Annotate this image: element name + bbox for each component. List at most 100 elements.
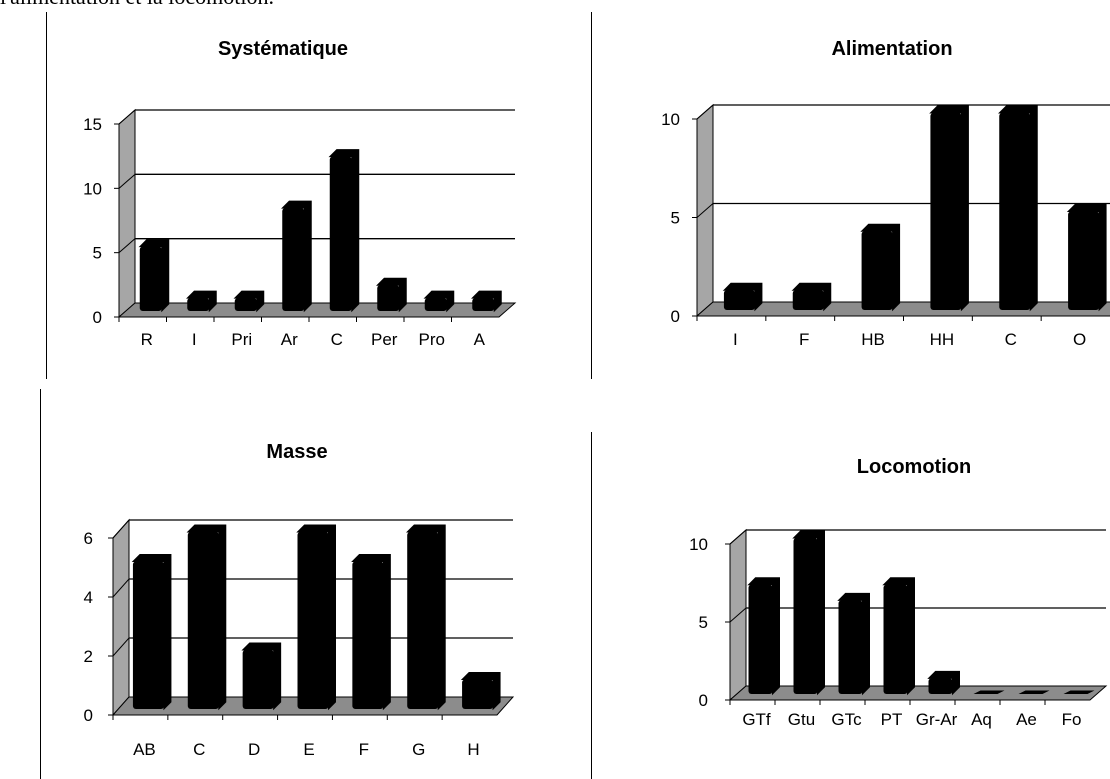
x-tick-label: I: [733, 330, 738, 349]
bar: [139, 246, 162, 311]
bar-side: [998, 105, 1038, 312]
bar: [1068, 211, 1100, 310]
bar-side: [1066, 204, 1107, 312]
bar: [187, 298, 210, 311]
y-tick-label: 10: [661, 110, 680, 129]
bar: [861, 231, 893, 310]
chart-title: Locomotion: [857, 456, 971, 478]
center-divider-top: [591, 12, 592, 379]
bar: [352, 561, 384, 709]
gridline-wall: [696, 203, 714, 218]
gridline-wall: [118, 109, 136, 125]
bar-side: [722, 282, 763, 312]
bar-side: [376, 277, 407, 313]
y-tick-label: 0: [671, 307, 680, 326]
bar-side: [860, 223, 901, 312]
gridline-wall: [112, 578, 130, 598]
bar: [377, 285, 400, 311]
bar-side: [233, 290, 265, 313]
left-divider-top: [46, 12, 47, 379]
x-tick-label: Fo: [1062, 710, 1082, 729]
bar: [1018, 690, 1050, 694]
bar-side: [406, 524, 446, 711]
bar: [930, 113, 962, 310]
bar-side: [929, 105, 969, 312]
bar: [234, 298, 257, 311]
bar: [424, 298, 447, 311]
x-tick-label: F: [359, 740, 369, 759]
bar: [187, 532, 219, 709]
y-tick-label: 5: [699, 613, 708, 632]
bar: [472, 298, 495, 311]
chart-systematique: Systématique 0 5 10 15 R I Pri Ar C Per Pro A: [0, 0, 560, 390]
x-tick-label: D: [248, 740, 260, 759]
x-tick-label: Aq: [971, 710, 992, 729]
y-tick-label: 5: [93, 244, 102, 263]
gridline-wall: [729, 529, 747, 545]
bar: [282, 208, 305, 311]
bar-side: [471, 290, 502, 313]
y-tick-label: 5: [671, 209, 680, 228]
bar: [1063, 690, 1095, 694]
gridline-wall: [118, 173, 136, 189]
floor: [728, 685, 1108, 701]
bar: [407, 532, 439, 709]
chart-masse-svg: Masse 0 2 4 6 AB C D E F G H: [84, 441, 515, 759]
bar: [792, 290, 824, 310]
y-tick-label: 10: [689, 535, 708, 554]
chart-title: Alimentation: [831, 38, 952, 60]
x-tick-label: Gtu: [788, 710, 815, 729]
bar: [999, 113, 1031, 310]
bar-side: [791, 282, 832, 312]
y-tick-label: 6: [84, 529, 93, 548]
page-caption: l'alimentation et la locomotion.: [0, 0, 274, 10]
x-tick-label: Pro: [419, 330, 445, 349]
bar: [242, 650, 274, 709]
x-tick-label: R: [141, 330, 153, 349]
y-tick-label: 0: [84, 706, 93, 725]
center-divider-bottom: [591, 432, 592, 779]
x-tick-label: Per: [371, 330, 398, 349]
bar: [748, 584, 773, 694]
bar-side: [747, 577, 780, 696]
bar: [793, 538, 818, 694]
bar: [723, 290, 755, 310]
x-tick-label: AB: [133, 740, 156, 759]
gridline-wall: [696, 104, 714, 120]
left-divider-bottom: [40, 389, 41, 779]
bar-side: [186, 290, 217, 313]
x-tick-label: G: [412, 740, 425, 759]
x-tick-label: E: [303, 740, 314, 759]
x-tick-label: Ae: [1016, 710, 1037, 729]
gridline-wall: [112, 637, 130, 657]
bar-side: [792, 530, 825, 696]
bar-side: [351, 554, 391, 711]
bar: [462, 679, 494, 709]
bar-side: [186, 524, 227, 711]
chart-alimentation: Alimentation 0 5 10 I F HB HH C O: [661, 38, 1110, 349]
gridline-wall: [118, 238, 136, 254]
bar: [883, 584, 908, 694]
bar: [132, 561, 164, 709]
chart-alimentation-svg: Alimentation 0 5 10 I F HB HH C O: [661, 38, 1110, 349]
bar-side: [131, 554, 172, 711]
x-tick-label: F: [799, 330, 809, 349]
y-tick-label: 2: [84, 647, 93, 666]
bar-side: [241, 642, 282, 711]
x-tick-label: A: [474, 330, 486, 349]
y-tick-label: 0: [93, 308, 102, 327]
bar: [329, 156, 352, 311]
chart-title: Masse: [266, 441, 327, 463]
y-tick-label: 15: [83, 115, 102, 134]
chart-systematique-svg: Systématique 0 5 10 15 R I Pri Ar C Per Pro A: [83, 38, 517, 349]
x-tick-label: O: [1073, 330, 1086, 349]
bar-side: [328, 149, 360, 313]
bar: [973, 690, 1005, 694]
bar-side: [927, 670, 960, 696]
bar-side: [882, 577, 915, 696]
chart-title: Systématique: [218, 38, 348, 60]
bar-side: [281, 200, 312, 313]
x-tick-label: H: [467, 740, 479, 759]
